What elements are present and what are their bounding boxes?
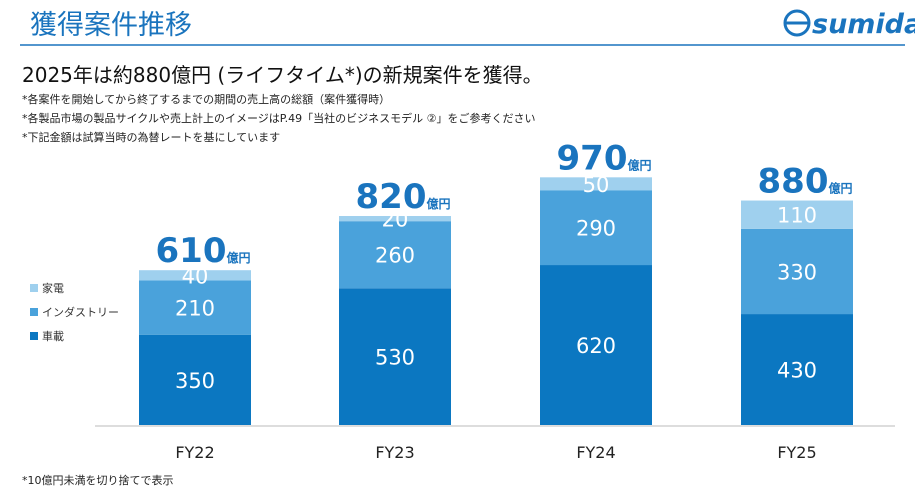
x-tick-label: FY22 bbox=[175, 443, 214, 462]
bar-segment bbox=[540, 190, 652, 266]
total-value: 880 bbox=[758, 162, 829, 202]
bar-segment bbox=[741, 314, 853, 425]
segment-label: 50 bbox=[583, 173, 610, 197]
total-value: 610 bbox=[156, 231, 227, 271]
legend-swatch bbox=[30, 284, 38, 292]
segment-label: 620 bbox=[576, 334, 616, 358]
legend-label: 車載 bbox=[42, 329, 64, 343]
legend-swatch bbox=[30, 332, 38, 340]
total-unit: 億円 bbox=[226, 250, 250, 265]
segment-label: 20 bbox=[382, 208, 409, 232]
segment-label: 330 bbox=[777, 260, 817, 284]
total-label: 820億円 bbox=[356, 177, 451, 217]
headline: 2025年は約880億円 (ライフタイム*)の新規案件を獲得。 bbox=[22, 63, 543, 87]
total-unit: 億円 bbox=[426, 196, 450, 211]
total-value: 970 bbox=[557, 138, 628, 178]
bar-segment bbox=[139, 270, 251, 281]
note: *各案件を開始してから終了するまでの期間の売上高の総額（案件獲得時） bbox=[22, 92, 390, 106]
bar-segment bbox=[540, 265, 652, 425]
total-label: 880億円 bbox=[758, 162, 853, 202]
segment-label: 40 bbox=[182, 264, 209, 288]
x-tick-label: FY24 bbox=[576, 443, 615, 462]
segment-label: 290 bbox=[576, 217, 616, 241]
logo-text: sumida bbox=[812, 9, 915, 40]
total-unit: 億円 bbox=[627, 157, 651, 172]
bar-segment bbox=[540, 177, 652, 191]
total-unit: 億円 bbox=[828, 181, 852, 196]
total-value: 820 bbox=[356, 177, 427, 217]
segment-label: 210 bbox=[175, 297, 215, 321]
bar-segment bbox=[139, 280, 251, 335]
slide-title: 獲得案件推移 bbox=[30, 10, 192, 41]
note: *各製品市場の製品サイクルや売上計上のイメージはP.49「当社のビジネスモデル … bbox=[22, 111, 536, 125]
bar-segment bbox=[139, 334, 251, 425]
segment-label: 430 bbox=[777, 359, 817, 383]
legend-swatch bbox=[30, 308, 38, 316]
total-label: 610億円 bbox=[156, 231, 251, 271]
total-label: 970億円 bbox=[557, 138, 652, 178]
bar-segment bbox=[741, 200, 853, 229]
segment-label: 110 bbox=[777, 204, 817, 228]
segment-label: 260 bbox=[375, 244, 415, 268]
legend-label: 家電 bbox=[42, 281, 64, 295]
x-tick-label: FY25 bbox=[777, 443, 816, 462]
segment-label: 530 bbox=[375, 346, 415, 370]
bar-segment bbox=[339, 288, 451, 425]
bar-segment bbox=[741, 228, 853, 315]
legend-label: インダストリー bbox=[42, 305, 119, 319]
logo: sumida bbox=[783, 9, 915, 40]
footnote: *10億円未満を切り捨てで表示 bbox=[22, 473, 174, 487]
note: *下記金額は試算当時の為替レートを基にしています bbox=[22, 130, 280, 144]
bar-segment bbox=[339, 221, 451, 289]
segment-label: 350 bbox=[175, 369, 215, 393]
bar-segment bbox=[339, 216, 451, 222]
x-tick-label: FY23 bbox=[375, 443, 414, 462]
